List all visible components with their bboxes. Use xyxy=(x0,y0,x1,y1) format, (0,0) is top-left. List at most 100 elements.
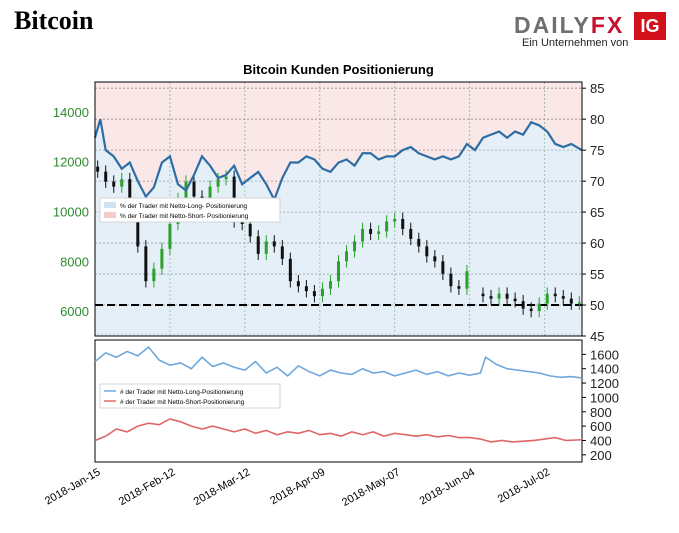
price-candle xyxy=(353,241,357,252)
right-axis-label: 1600 xyxy=(590,347,619,362)
legend-label-short: % der Trader mit Netto-Short- Positionie… xyxy=(120,213,249,220)
price-candle xyxy=(577,302,581,304)
price-candle xyxy=(216,179,220,187)
right-axis-label: 80 xyxy=(590,112,604,127)
price-candle xyxy=(128,179,132,205)
price-candle xyxy=(136,204,140,247)
price-candle xyxy=(288,258,292,282)
left-axis-label: 8000 xyxy=(60,254,89,269)
logo-text-main: DAILY xyxy=(514,12,591,38)
right-axis-label: 75 xyxy=(590,143,604,158)
dailyfx-logo: DAILYFX IG Ein Unternehmen von xyxy=(514,8,674,52)
logo-text-accent: FX xyxy=(590,12,625,38)
price-candle xyxy=(497,293,501,299)
price-candle xyxy=(264,241,268,254)
x-tick-label: 2018-Jan-15 xyxy=(43,466,103,507)
price-candle xyxy=(505,293,509,299)
price-candle xyxy=(489,296,493,299)
price-candle xyxy=(240,221,244,224)
price-candle xyxy=(296,281,300,287)
pct-long-line xyxy=(93,118,583,203)
x-tick-label: 2018-Mar-12 xyxy=(192,466,253,508)
right-axis-label: 50 xyxy=(590,298,604,313)
x-tick-label: 2018-Apr-09 xyxy=(268,466,327,507)
price-candle xyxy=(312,291,316,297)
legend-swatch-long xyxy=(104,202,116,208)
legend-box-top xyxy=(99,197,281,223)
price-candle xyxy=(152,268,156,282)
price-candle xyxy=(345,251,349,262)
price-candle xyxy=(168,223,172,249)
x-tick-label: 2018-May-07 xyxy=(340,466,402,509)
right-axis-label: 45 xyxy=(590,329,604,344)
right-axis-label: 800 xyxy=(590,405,612,420)
price-candle xyxy=(545,293,549,304)
legend-label-long: % der Trader mit Netto-Long- Positionier… xyxy=(120,203,248,210)
price-candle xyxy=(144,246,148,282)
price-candle xyxy=(208,186,212,200)
price-candle xyxy=(425,246,429,257)
price-candle xyxy=(280,246,284,259)
legend-swatch-short xyxy=(104,212,116,218)
price-candle xyxy=(529,308,533,312)
legend-label-count-long: # der Trader mit Netto-Long-Positionieru… xyxy=(120,389,244,396)
count-short-line xyxy=(94,418,583,443)
legend-box-bottom xyxy=(99,383,281,409)
right-axis-label: 85 xyxy=(590,81,604,96)
logo-wordmark: DAILYFX xyxy=(514,12,624,39)
left-axis-label: 6000 xyxy=(60,304,89,319)
price-candle xyxy=(513,298,517,302)
price-candle xyxy=(553,293,557,297)
price-candle xyxy=(224,176,228,180)
long-fill-area xyxy=(95,119,582,336)
x-tick-label: 2018-Jul-02 xyxy=(496,466,552,505)
left-axis-label: 12000 xyxy=(53,155,89,170)
right-axis-label: 400 xyxy=(590,433,612,448)
price-candle xyxy=(369,228,373,234)
price-candle xyxy=(320,288,324,297)
price-candle xyxy=(96,166,100,172)
price-candle xyxy=(361,228,365,242)
right-axis-label: 55 xyxy=(590,267,604,282)
short-fill-area xyxy=(95,82,582,200)
chart-title: Bitcoin Kunden Positionierung xyxy=(243,62,434,77)
price-candle xyxy=(337,261,340,282)
left-axis-label: 10000 xyxy=(53,204,89,219)
left-axis-label: 14000 xyxy=(53,105,89,120)
price-candle xyxy=(248,223,252,237)
logo-ig-box: IG xyxy=(634,12,666,40)
price-candle xyxy=(417,238,421,247)
price-candle xyxy=(377,231,381,234)
price-candle xyxy=(481,293,485,297)
top-panel-frame xyxy=(94,81,583,337)
logo-subtitle: Ein Unternehmen von xyxy=(522,37,629,49)
price-candle xyxy=(457,286,461,289)
price-candle xyxy=(192,181,196,197)
legend-label-count-short: # der Trader mit Netto-Short-Positionier… xyxy=(120,399,245,406)
price-candle xyxy=(401,218,405,229)
right-axis-label: 1400 xyxy=(590,362,619,377)
price-candle xyxy=(272,241,276,247)
price-candle xyxy=(160,248,164,269)
price-candle xyxy=(465,271,469,289)
price-candle xyxy=(441,261,445,274)
price-candle xyxy=(537,303,541,312)
price-candle xyxy=(328,281,332,289)
right-axis-label: 200 xyxy=(590,448,612,463)
x-tick-label: 2018-Feb-12 xyxy=(117,466,178,508)
x-tick-label: 2018-Jun-04 xyxy=(418,466,478,507)
price-candle xyxy=(112,181,116,187)
price-candle xyxy=(449,273,453,287)
price-candle xyxy=(569,298,573,304)
price-candle xyxy=(120,179,124,187)
price-candle xyxy=(561,296,565,299)
page-title: Bitcoin xyxy=(14,6,94,35)
price-candle xyxy=(409,228,413,239)
right-axis-label: 600 xyxy=(590,419,612,434)
right-axis-label: 60 xyxy=(590,236,604,251)
right-axis-label: 70 xyxy=(590,174,604,189)
price-candle xyxy=(393,218,397,222)
price-candle xyxy=(104,171,108,182)
right-axis-label: 65 xyxy=(590,205,604,220)
